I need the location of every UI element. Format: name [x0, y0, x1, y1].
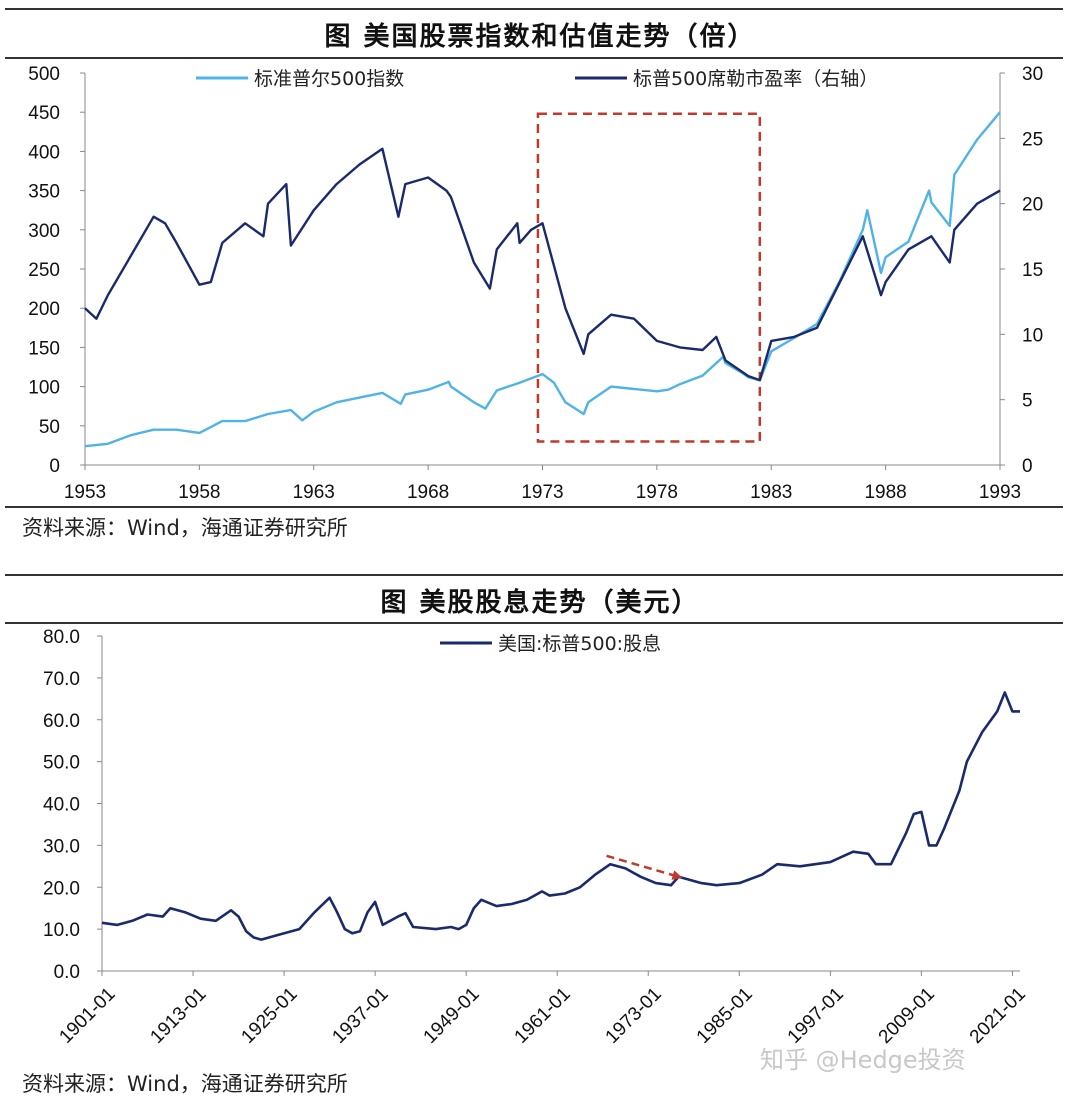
y-right-tick-label: 5 — [1022, 391, 1033, 412]
y-left-tick-label: 0 — [49, 456, 60, 477]
x-tick-label: 1973-01 — [602, 984, 666, 1048]
x-tick-label: 1913-01 — [146, 984, 210, 1048]
figure1-bottom-rule — [5, 506, 1063, 508]
figure1-title-rule — [5, 57, 1063, 59]
figure1-chart: 1953 1958 1963 1968 1973 1978 1983 1988 1993 050… — [28, 64, 1043, 503]
series-shiller-pe-line — [84, 147, 1001, 382]
figure1-title: 图 美国股票指数和估值走势（倍） — [324, 22, 756, 52]
y-left-tick-label: 200 — [28, 299, 60, 320]
legend-sp500-label: 标准普尔500指数 — [254, 68, 404, 90]
chart2-x-tick-labels: 1901-01 1913-01 1925-01 1937-01 1949-01 1961-… — [55, 971, 1030, 1048]
y-tick-label: 10.0 — [43, 920, 80, 941]
chart2-y-tick-labels: 0.0 10.0 20.0 30.0 40.0 50.0 60.0 70.0 80.0 — [43, 627, 102, 983]
x-tick-label: 1973 — [521, 482, 563, 503]
chart1-legend: 标准普尔500指数 标普500席勒市盈率（右轴） — [196, 68, 878, 90]
x-tick-label: 1988 — [864, 482, 906, 503]
y-tick-label: 20.0 — [43, 878, 80, 899]
y-tick-label: 80.0 — [43, 627, 80, 648]
y-tick-label: 60.0 — [43, 711, 80, 732]
x-tick-label: 1961-01 — [511, 984, 575, 1048]
chart1-right-tick-labels: 0 5 10 15 20 25 30 — [1000, 64, 1043, 477]
y-right-tick-label: 0 — [1022, 456, 1033, 477]
x-tick-label: 1901-01 — [55, 984, 119, 1048]
y-left-tick-label: 100 — [28, 378, 60, 399]
legend-dividend-label: 美国:标普500:股息 — [498, 633, 661, 655]
chart2-legend: 美国:标普500:股息 — [440, 633, 661, 655]
y-right-tick-label: 30 — [1022, 64, 1043, 85]
y-right-tick-label: 10 — [1022, 325, 1043, 346]
y-tick-label: 40.0 — [43, 795, 80, 816]
chart1-x-tick-labels: 1953 1958 1963 1968 1973 1978 1983 1988 1993 — [64, 465, 1021, 503]
y-left-tick-label: 50 — [39, 417, 60, 438]
x-tick-label: 1925-01 — [237, 984, 301, 1048]
figure2-title-rule — [5, 622, 1063, 624]
x-tick-label: 1963 — [293, 482, 335, 503]
y-left-tick-label: 400 — [28, 142, 60, 163]
y-left-tick-label: 500 — [28, 64, 60, 85]
series-dividend-line — [101, 691, 1020, 941]
figure2-source: 资料来源：Wind，海通证券研究所 — [22, 1072, 348, 1096]
watermark: 知乎 @Hedge投资 — [760, 1046, 966, 1074]
figure1-top-rule — [5, 8, 1063, 10]
x-tick-label: 1997-01 — [784, 984, 848, 1048]
series-sp500-index-line — [84, 111, 1001, 448]
x-tick-label: 1949-01 — [420, 984, 484, 1048]
x-tick-label: 1993 — [979, 482, 1021, 503]
y-tick-label: 0.0 — [54, 962, 80, 983]
x-tick-label: 1953 — [64, 482, 106, 503]
y-tick-label: 30.0 — [43, 836, 80, 857]
y-left-tick-label: 150 — [28, 338, 60, 359]
legend-shiller-label: 标普500席勒市盈率（右轴） — [633, 68, 878, 90]
x-tick-label: 1983 — [750, 482, 792, 503]
x-tick-label: 1978 — [636, 482, 678, 503]
y-left-tick-label: 350 — [28, 182, 60, 203]
figure2-top-rule — [5, 574, 1063, 576]
x-tick-label: 1937-01 — [329, 984, 393, 1048]
y-tick-label: 70.0 — [43, 669, 80, 690]
figure1-source: 资料来源：Wind，海通证券研究所 — [22, 516, 348, 540]
x-tick-label: 1968 — [407, 482, 449, 503]
y-right-tick-label: 15 — [1022, 260, 1043, 281]
x-tick-label: 2021-01 — [966, 984, 1030, 1048]
chart1-highlight-box — [536, 112, 762, 443]
y-right-tick-label: 20 — [1022, 195, 1043, 216]
y-tick-label: 50.0 — [43, 753, 80, 774]
y-left-tick-label: 250 — [28, 260, 60, 281]
chart1-left-tick-labels: 0 50 100 150 200 250 300 350 400 450 500 — [28, 64, 85, 477]
x-tick-label: 1985-01 — [693, 984, 757, 1048]
figure2-title: 图 美股股息走势（美元） — [380, 588, 700, 618]
y-right-tick-label: 25 — [1022, 129, 1043, 150]
y-left-tick-label: 450 — [28, 103, 60, 124]
y-left-tick-label: 300 — [28, 221, 60, 242]
x-tick-label: 2009-01 — [875, 984, 939, 1048]
x-tick-label: 1958 — [178, 482, 220, 503]
